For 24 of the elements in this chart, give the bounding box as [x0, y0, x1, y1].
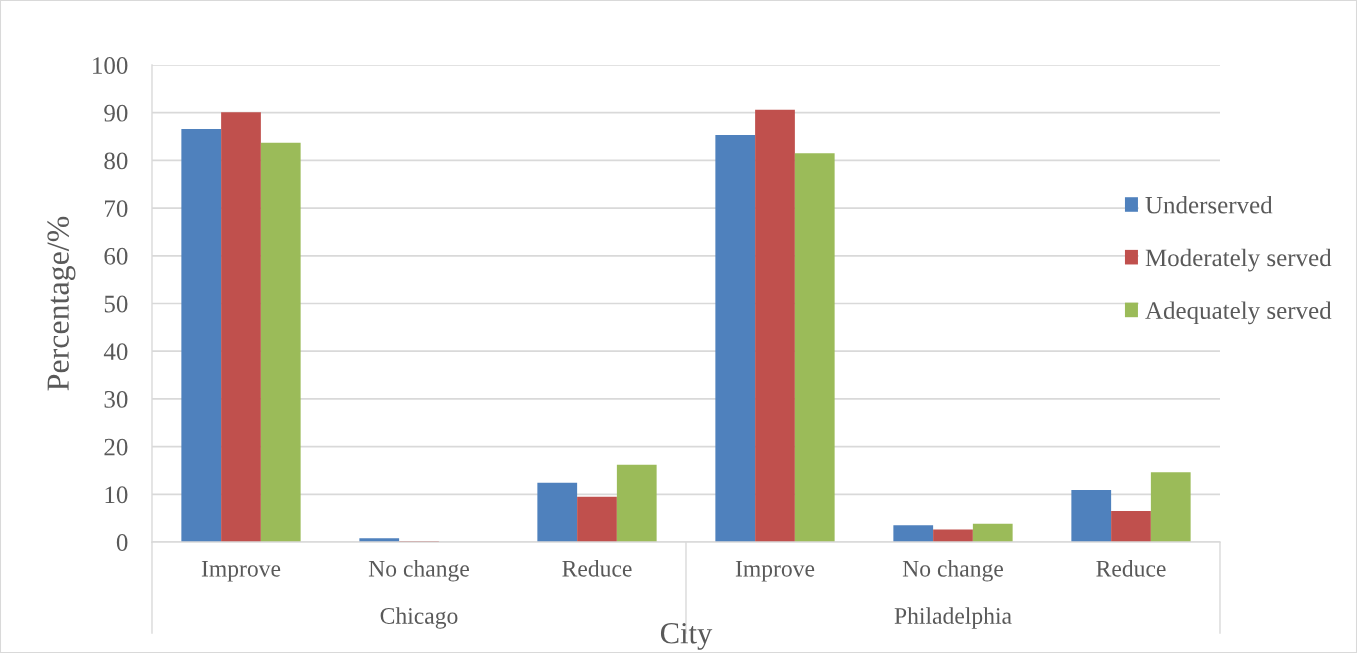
x-tick-label: Improve	[735, 560, 815, 582]
x-axis-title: City	[660, 623, 713, 650]
x-tick-label: Reduce	[562, 560, 632, 577]
legend-label: Moderately served	[1145, 248, 1332, 272]
y-tick-label: 100	[93, 57, 128, 74]
x-tick-label: No change	[902, 560, 1003, 582]
text: Philadelphia	[894, 607, 1012, 629]
y-tick-label: 20	[104, 438, 128, 456]
legend-label: Underserved	[1145, 196, 1273, 214]
y-axis-title: Percentage/%	[47, 216, 76, 391]
text: Chicago	[380, 607, 458, 629]
y-tick-label: 50	[104, 295, 128, 313]
x-tick-label: Improve	[201, 560, 281, 582]
y-tick-label: 60	[104, 247, 128, 265]
y-tick-label: 90	[104, 104, 128, 122]
y-tick-label: 70	[105, 200, 128, 218]
y-tick-label: 10	[105, 486, 128, 504]
y-tick-label: 80	[104, 152, 128, 170]
y-tick-label: 40	[103, 343, 128, 361]
y-tick-label: 0	[116, 534, 128, 551]
x-tick-label: Reduce	[1096, 560, 1166, 577]
y-tick-label: 30	[104, 390, 128, 408]
x-tick-label: No change	[368, 560, 469, 582]
legend-label: Adequately served	[1145, 301, 1332, 325]
